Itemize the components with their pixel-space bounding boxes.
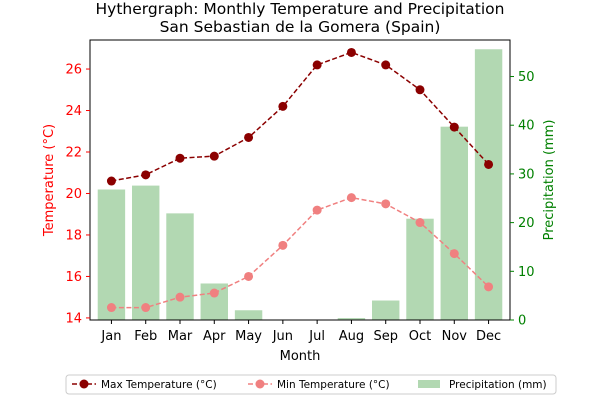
y-right-tick-label: 50	[518, 70, 535, 85]
x-tick-label-feb: Feb	[134, 329, 157, 344]
y-right-tick-label: 30	[518, 167, 535, 182]
plot-frame	[89, 39, 511, 321]
precip-bar-dec	[474, 49, 503, 321]
chart-title: Hythergraph: Monthly Temperature and Pre…	[96, 0, 505, 18]
x-tick-label-jan: Jan	[100, 329, 121, 344]
x-tick-label-apr: Apr	[203, 329, 226, 344]
y-left-tick-label: 20	[65, 187, 82, 202]
max-temp-point-jul	[312, 60, 322, 70]
min-temp-point-jan	[106, 303, 116, 313]
legend-min-temp-marker	[255, 379, 265, 389]
max-temp-line	[111, 51, 490, 182]
precip-bar-may	[234, 310, 263, 320]
legend-box	[65, 374, 557, 395]
precipitation-bars	[97, 49, 503, 321]
min-temp-point-apr	[209, 288, 219, 298]
precip-bar-feb	[132, 185, 160, 320]
y-right-tick-label: 0	[518, 314, 526, 329]
x-tick-label-sep: Sep	[373, 329, 398, 344]
y-right-tick-label: 20	[518, 216, 535, 231]
x-tick-label-may: May	[235, 329, 262, 344]
y-axis-left-label: Temperature (°C)	[42, 124, 57, 237]
precip-bar-oct	[406, 218, 434, 320]
min-temp-point-nov	[449, 249, 459, 259]
max-temp-point-dec	[484, 159, 494, 169]
min-temp-point-jul	[312, 205, 322, 215]
x-tick-label-aug: Aug	[339, 329, 364, 344]
max-temp-point-feb	[141, 170, 151, 180]
x-tick-label-oct: Oct	[409, 329, 431, 344]
min-temp-point-feb	[141, 303, 151, 313]
y-axis-right-label: Precipitation (mm)	[542, 120, 557, 241]
min-temp-point-jun	[278, 240, 288, 250]
min-temp-point-sep	[381, 199, 391, 209]
max-temp-point-jan	[106, 176, 116, 186]
y-left-tick-label: 26	[65, 63, 82, 78]
precip-bar-nov	[440, 126, 468, 321]
x-tick-label-dec: Dec	[476, 329, 501, 344]
max-temp-point-may	[244, 132, 254, 142]
temperature-lines	[106, 47, 494, 313]
legend-precip-label: Precipitation (mm)	[449, 379, 547, 391]
legend-precip-swatch	[418, 380, 440, 388]
min-temp-point-may	[244, 271, 254, 281]
max-temp-point-jun	[278, 101, 288, 111]
y-left-tick-label: 18	[65, 228, 82, 243]
legend-min-temp-label: Min Temperature (°C)	[277, 379, 390, 391]
y-left-tick-label: 24	[65, 104, 82, 119]
max-temp-point-oct	[415, 85, 425, 95]
y-left-tick-label: 16	[65, 270, 82, 285]
legend-max-temp-label: Max Temperature (°C)	[101, 379, 217, 391]
min-temp-line	[111, 196, 490, 309]
x-axis-label: Month	[280, 349, 321, 364]
chart-legend: Max Temperature (°C) Min Temperature (°C…	[65, 374, 557, 395]
y-right-tick-label: 40	[518, 119, 535, 134]
x-axis: Jan Feb Mar Apr May Jun Jul Aug Sep Oct Nov Dec	[100, 320, 501, 344]
y-axis-right: 0 10 20 30 40 50	[510, 70, 535, 329]
max-temp-point-apr	[209, 151, 219, 161]
max-temp-point-aug	[346, 47, 356, 57]
y-left-tick-label: 14	[65, 311, 82, 326]
min-temp-point-mar	[175, 292, 185, 302]
max-temp-point-sep	[381, 60, 391, 70]
x-tick-label-jun: Jun	[272, 329, 293, 344]
y-axis-left: 14 16 18 20 22 24 26	[65, 63, 90, 326]
precip-bar-mar	[166, 213, 194, 320]
max-temp-point-nov	[449, 122, 459, 132]
min-temp-point-aug	[346, 193, 356, 203]
precip-bar-aug	[337, 318, 366, 320]
max-temp-point-mar	[175, 153, 185, 163]
precip-bar-sep	[372, 300, 400, 320]
y-left-tick-label: 22	[65, 146, 82, 161]
precip-bar-jan	[97, 189, 126, 320]
legend-max-temp-marker	[79, 379, 89, 389]
min-temp-point-dec	[484, 282, 494, 292]
min-temp-point-oct	[415, 218, 425, 228]
chart-subtitle: San Sebastian de la Gomera (Spain)	[160, 18, 441, 36]
x-tick-label-nov: Nov	[442, 329, 468, 344]
x-tick-label-mar: Mar	[168, 329, 193, 344]
y-right-tick-label: 10	[518, 265, 535, 280]
x-tick-label-jul: Jul	[308, 329, 325, 344]
